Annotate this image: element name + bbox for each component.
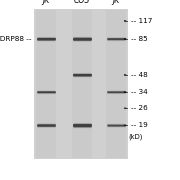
Bar: [34, 9, 128, 159]
Text: (kD): (kD): [129, 134, 143, 140]
Text: -- 117: -- 117: [131, 18, 153, 24]
Text: GIDRP88 --: GIDRP88 --: [0, 36, 32, 42]
Text: -- 26: -- 26: [131, 105, 148, 111]
Text: -- 48: -- 48: [131, 72, 148, 78]
Bar: [106, 10, 126, 158]
Text: -- 85: -- 85: [131, 36, 148, 42]
Bar: [36, 10, 56, 158]
Text: JK: JK: [42, 0, 50, 5]
Bar: [72, 10, 92, 158]
Text: -- 19: -- 19: [131, 122, 148, 128]
Text: COS: COS: [74, 0, 90, 5]
Text: -- 34: -- 34: [131, 89, 148, 95]
Text: JK: JK: [112, 0, 120, 5]
